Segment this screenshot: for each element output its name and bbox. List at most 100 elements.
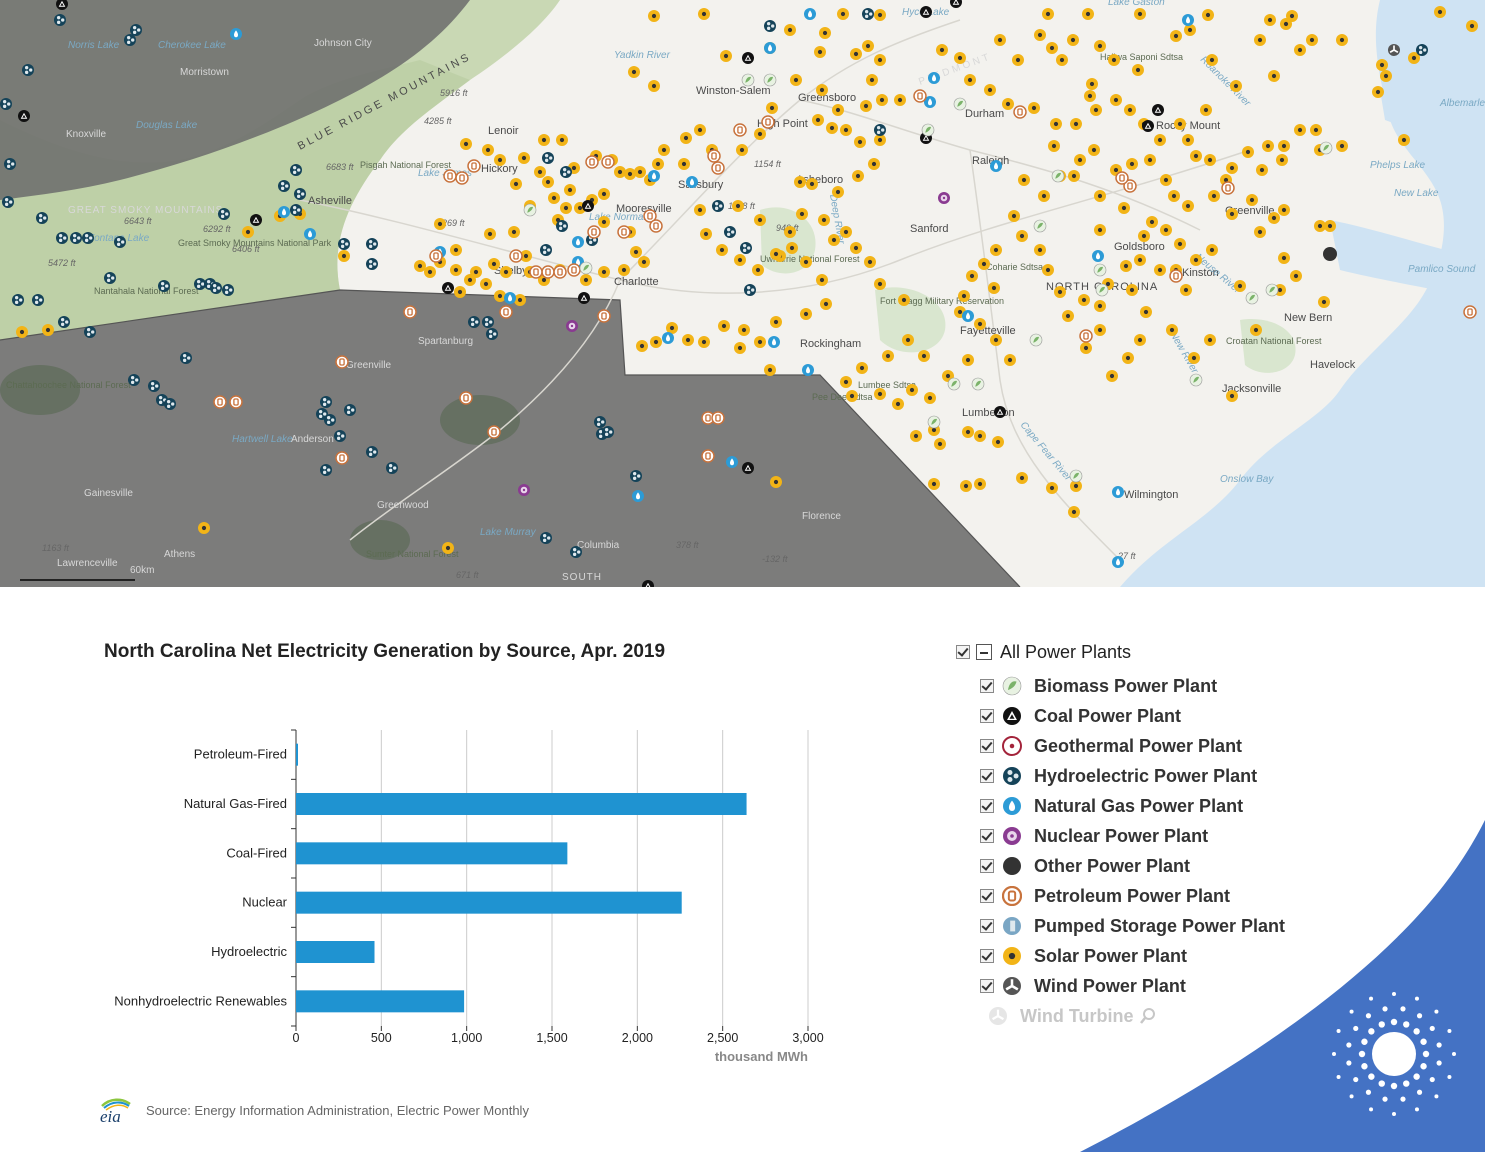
solar-plant-marker[interactable] <box>1398 134 1410 146</box>
solar-plant-marker[interactable] <box>1080 342 1092 354</box>
solar-plant-marker[interactable] <box>910 430 922 442</box>
legend-item-solar[interactable]: Solar Power Plant <box>980 944 1187 968</box>
hydro-plant-marker[interactable] <box>210 282 222 294</box>
solar-plant-marker[interactable] <box>1012 54 1024 66</box>
solar-plant-marker[interactable] <box>618 264 630 276</box>
legend-checkbox[interactable] <box>980 709 994 723</box>
solar-plant-marker[interactable] <box>716 244 728 256</box>
solar-plant-marker[interactable] <box>864 256 876 268</box>
solar-plant-marker[interactable] <box>860 100 872 112</box>
map-canvas[interactable]: 60km Johnson City Morristown Knoxville A… <box>0 0 1485 587</box>
hydro-plant-marker[interactable] <box>744 284 756 296</box>
coal-plant-marker[interactable] <box>642 580 654 587</box>
biomass-plant-marker[interactable] <box>1095 283 1109 297</box>
solar-plant-marker[interactable] <box>1310 124 1322 136</box>
hydro-plant-marker[interactable] <box>218 208 230 220</box>
solar-plant-marker[interactable] <box>634 166 646 178</box>
solar-plant-marker[interactable] <box>1202 9 1214 21</box>
solar-plant-marker[interactable] <box>598 188 610 200</box>
hydro-plant-marker[interactable] <box>164 398 176 410</box>
solar-plant-marker[interactable] <box>480 278 492 290</box>
coal-plant-marker[interactable] <box>56 0 68 10</box>
gas-plant-marker[interactable] <box>662 332 674 344</box>
solar-plant-marker[interactable] <box>1094 324 1106 336</box>
solar-plant-marker[interactable] <box>814 46 826 58</box>
solar-plant-marker[interactable] <box>1094 224 1106 236</box>
hydro-plant-marker[interactable] <box>320 464 332 476</box>
solar-plant-marker[interactable] <box>816 274 828 286</box>
hydro-plant-marker[interactable] <box>114 236 126 248</box>
petroleum-plant-marker[interactable] <box>701 411 715 425</box>
solar-plant-marker[interactable] <box>434 218 446 230</box>
solar-plant-marker[interactable] <box>1140 306 1152 318</box>
solar-plant-marker[interactable] <box>1042 8 1054 20</box>
solar-plant-marker[interactable] <box>898 294 910 306</box>
hydro-plant-marker[interactable] <box>344 404 356 416</box>
solar-plant-marker[interactable] <box>494 154 506 166</box>
hydro-plant-marker[interactable] <box>740 242 752 254</box>
solar-plant-marker[interactable] <box>784 226 796 238</box>
solar-plant-marker[interactable] <box>1056 54 1068 66</box>
petroleum-plant-marker[interactable] <box>541 265 555 279</box>
petroleum-plant-marker[interactable] <box>335 355 349 369</box>
coal-plant-marker[interactable] <box>994 406 1006 418</box>
solar-plant-marker[interactable] <box>936 44 948 56</box>
biomass-plant-marker[interactable] <box>971 377 985 391</box>
solar-plant-marker[interactable] <box>242 226 254 238</box>
nuclear-plant-marker[interactable] <box>566 320 578 332</box>
solar-plant-marker[interactable] <box>542 176 554 188</box>
hydro-plant-marker[interactable] <box>2 196 14 208</box>
hydro-plant-marker[interactable] <box>32 294 44 306</box>
solar-plant-marker[interactable] <box>624 168 636 180</box>
solar-plant-marker[interactable] <box>1306 34 1318 46</box>
hydro-plant-marker[interactable] <box>468 316 480 328</box>
biomass-plant-marker[interactable] <box>947 377 961 391</box>
petroleum-plant-marker[interactable] <box>467 159 481 173</box>
solar-plant-marker[interactable] <box>874 278 886 290</box>
hydro-plant-marker[interactable] <box>724 226 736 238</box>
solar-plant-marker[interactable] <box>1242 146 1254 158</box>
coal-plant-marker[interactable] <box>950 0 962 8</box>
solar-plant-marker[interactable] <box>1094 40 1106 52</box>
hydro-plant-marker[interactable] <box>12 294 24 306</box>
legend-item-biomass[interactable]: Biomass Power Plant <box>980 674 1217 698</box>
solar-plant-marker[interactable] <box>882 350 894 362</box>
biomass-plant-marker[interactable] <box>1033 219 1047 233</box>
hydro-plant-marker[interactable] <box>290 204 302 216</box>
coal-plant-marker[interactable] <box>1152 104 1164 116</box>
solar-plant-marker[interactable] <box>840 124 852 136</box>
solar-plant-marker[interactable] <box>538 134 550 146</box>
gas-plant-marker[interactable] <box>304 228 316 240</box>
legend-checkbox[interactable] <box>980 769 994 783</box>
biomass-plant-marker[interactable] <box>1245 291 1259 305</box>
solar-plant-marker[interactable] <box>1408 52 1420 64</box>
solar-plant-marker[interactable] <box>1336 140 1348 152</box>
solar-plant-marker[interactable] <box>800 256 812 268</box>
solar-plant-marker[interactable] <box>648 80 660 92</box>
solar-plant-marker[interactable] <box>1160 224 1172 236</box>
solar-plant-marker[interactable] <box>598 266 610 278</box>
solar-plant-marker[interactable] <box>1204 334 1216 346</box>
coal-plant-marker[interactable] <box>920 6 932 18</box>
legend-item-wind[interactable]: Wind Power Plant <box>980 974 1186 998</box>
solar-plant-marker[interactable] <box>852 170 864 182</box>
solar-plant-marker[interactable] <box>1154 264 1166 276</box>
solar-plant-marker[interactable] <box>1016 230 1028 242</box>
hydro-plant-marker[interactable] <box>290 164 302 176</box>
coal-plant-marker[interactable] <box>742 52 754 64</box>
solar-plant-marker[interactable] <box>1264 14 1276 26</box>
wind-plant-marker[interactable] <box>1388 44 1400 56</box>
solar-plant-marker[interactable] <box>816 84 828 96</box>
solar-plant-marker[interactable] <box>1174 238 1186 250</box>
solar-plant-marker[interactable] <box>628 66 640 78</box>
solar-plant-marker[interactable] <box>862 40 874 52</box>
solar-plant-marker[interactable] <box>1168 190 1180 202</box>
hydro-plant-marker[interactable] <box>294 188 306 200</box>
solar-plant-marker[interactable] <box>828 234 840 246</box>
solar-plant-marker[interactable] <box>1008 210 1020 222</box>
solar-plant-marker[interactable] <box>1268 212 1280 224</box>
solar-plant-marker[interactable] <box>16 326 28 338</box>
petroleum-plant-marker[interactable] <box>1115 171 1129 185</box>
hydro-plant-marker[interactable] <box>630 470 642 482</box>
gas-plant-marker[interactable] <box>990 160 1002 172</box>
